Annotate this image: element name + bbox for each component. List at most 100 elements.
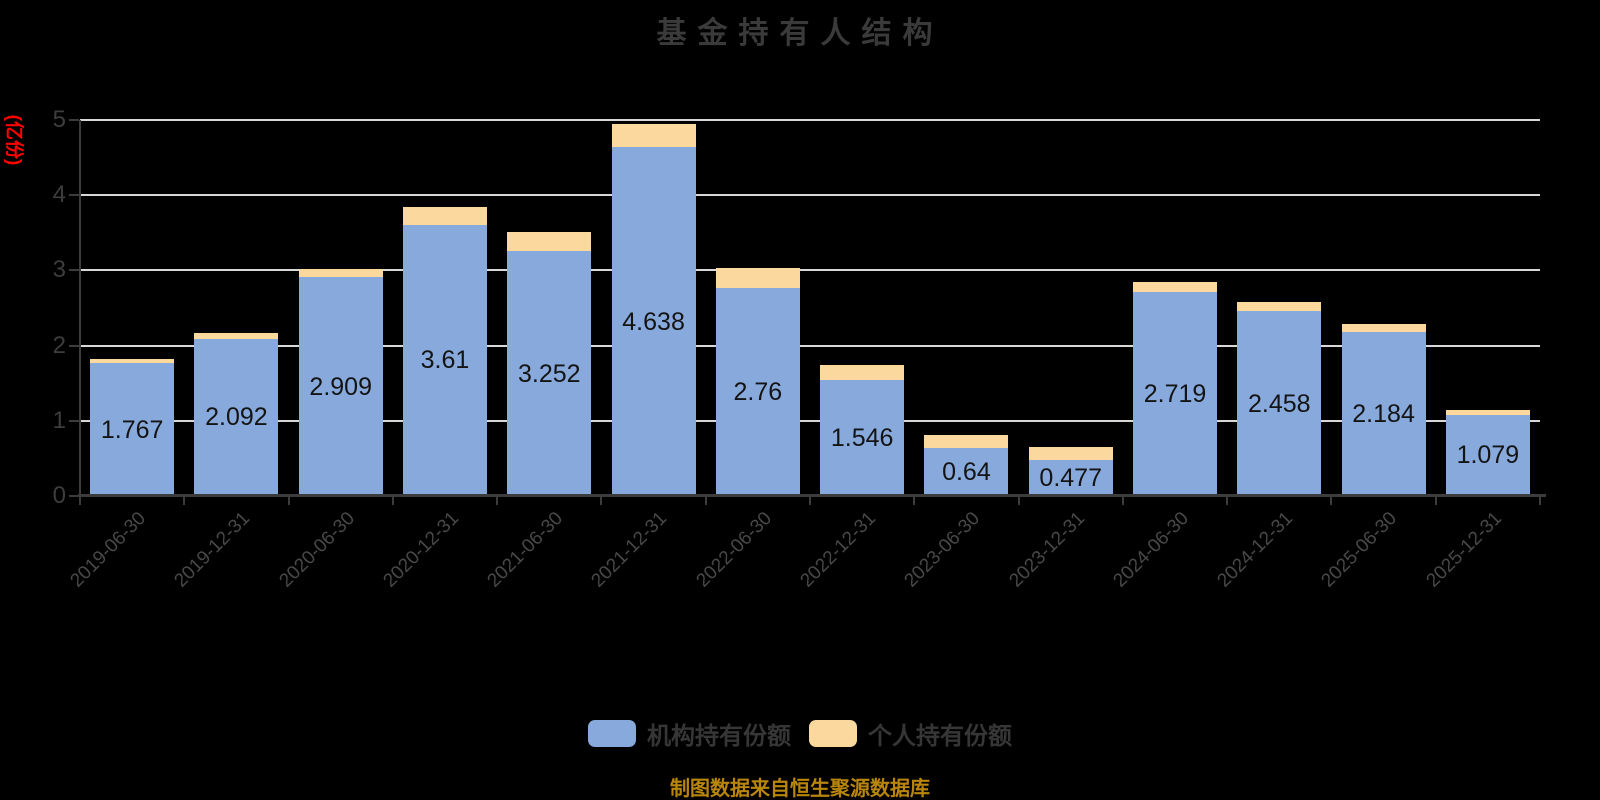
x-axis-tick	[1434, 496, 1437, 505]
y-axis-tick	[69, 495, 79, 497]
x-axis-tick	[1017, 496, 1020, 505]
gridline	[80, 194, 1540, 197]
bar-value-label: 2.719	[1143, 379, 1207, 408]
bar-value-label: 1.767	[100, 415, 164, 444]
x-axis-label: 2023-12-31	[1004, 508, 1089, 592]
bar-segment-institutional	[715, 288, 800, 496]
y-axis-tick-label: 2	[52, 331, 66, 359]
bar-value-label: 0.64	[942, 457, 991, 486]
personal-swatch-icon	[809, 720, 857, 747]
y-axis-tick-label: 0	[52, 482, 66, 509]
legend-label-institutional: 机构持有份额	[647, 723, 791, 750]
y-axis-line	[79, 120, 81, 498]
y-axis-tick	[69, 344, 79, 347]
bar-group	[820, 365, 905, 496]
bar-segment-institutional	[1237, 311, 1322, 496]
gridline	[80, 119, 1540, 121]
bar-group	[715, 268, 800, 496]
x-axis-tick	[391, 496, 394, 505]
y-axis-tick	[69, 119, 79, 121]
bar-segment-personal	[194, 332, 279, 339]
bar-value-label: 2.184	[1352, 399, 1415, 428]
bar-segment-institutional	[924, 447, 1009, 496]
legend: 机构持有份额 个人持有份额	[0, 716, 1600, 751]
bar-value-label: 0.477	[1039, 464, 1102, 493]
bar-segment-personal	[403, 207, 487, 225]
bar-group	[1341, 324, 1426, 496]
bar-segment-personal	[611, 123, 696, 148]
y-axis-tick-label: 3	[52, 256, 66, 284]
x-axis-label: 2024-12-31	[1213, 508, 1298, 592]
bar-segment-personal	[1028, 447, 1113, 461]
x-axis-label: 2021-06-30	[483, 508, 568, 592]
x-axis-tick	[1539, 496, 1541, 505]
bar-segment-personal	[1341, 324, 1426, 332]
bar-value-label: 3.252	[518, 359, 581, 388]
gridline	[80, 344, 1540, 347]
bar-segment-institutional	[1341, 331, 1426, 496]
x-axis-label: 2020-12-31	[379, 508, 463, 592]
data-source-note: 制图数据来自恒生聚源数据库	[670, 778, 930, 800]
bar-segment-institutional	[194, 338, 279, 496]
chart-title: 基金持有人结构	[656, 17, 944, 50]
bar-group	[1445, 409, 1530, 496]
bar-segment-institutional	[1133, 291, 1217, 496]
bar-value-label: 2.909	[309, 372, 372, 401]
bar-segment-institutional	[820, 379, 905, 496]
bar-segment-personal	[924, 435, 1009, 448]
bar-value-label: 2.76	[733, 378, 783, 407]
x-axis-tick	[183, 496, 186, 505]
y-axis-tick-label: 4	[52, 181, 66, 209]
y-axis-tick-label: 1	[52, 406, 66, 434]
x-axis-label: 2021-12-31	[587, 508, 672, 592]
bar-group	[403, 207, 487, 496]
bar-segment-personal	[298, 268, 383, 278]
bar-group	[507, 231, 592, 496]
y-axis-tick	[69, 419, 79, 422]
bar-segment-institutional	[507, 251, 592, 496]
bar-segment-institutional	[1028, 460, 1113, 496]
x-axis-label: 2024-06-30	[1109, 508, 1193, 592]
x-axis-tick	[809, 496, 811, 505]
bar-group	[298, 268, 383, 496]
x-axis-tick	[1226, 496, 1229, 505]
bar-segment-personal	[1237, 302, 1322, 312]
x-axis-label: 2019-12-31	[170, 508, 255, 592]
bar-segment-institutional	[611, 147, 696, 496]
bar-segment-personal	[715, 268, 800, 289]
x-axis-tick	[287, 496, 290, 505]
bar-segment-personal	[1445, 409, 1530, 415]
bar-segment-institutional	[298, 277, 383, 496]
bar-value-label: 2.458	[1248, 389, 1311, 418]
bar-value-label: 1.079	[1456, 441, 1520, 470]
legend-item-institutional: 机构持有份额	[588, 716, 791, 751]
bar-value-label: 1.546	[830, 423, 894, 452]
x-axis-tick	[1330, 496, 1333, 505]
legend-item-personal: 个人持有份额	[809, 716, 1012, 751]
bar-segment-institutional	[90, 363, 175, 496]
bar-segment-institutional	[1445, 414, 1530, 496]
x-axis-line	[78, 494, 1546, 497]
x-axis-label: 2019-06-30	[66, 508, 151, 592]
x-axis-label: 2020-06-30	[274, 508, 359, 592]
x-axis-label: 2023-06-30	[900, 508, 985, 592]
bar-segment-personal	[90, 358, 175, 364]
bar-value-label: 3.61	[420, 346, 470, 375]
bar-segment-institutional	[403, 224, 487, 496]
bar-group	[611, 123, 696, 496]
x-axis-tick	[913, 496, 916, 505]
gridline	[80, 419, 1540, 422]
y-axis-tick-label: 5	[52, 106, 66, 133]
x-axis-tick	[1121, 496, 1124, 505]
bar-group	[1028, 447, 1113, 496]
bar-value-label: 4.638	[622, 307, 685, 336]
x-axis-label: 2025-06-30	[1317, 508, 1402, 592]
x-axis-label: 2022-12-31	[796, 508, 881, 592]
bar-value-label: 2.092	[205, 403, 268, 432]
bar-segment-personal	[507, 231, 592, 252]
x-axis-tick	[79, 496, 81, 505]
y-axis-tick	[69, 194, 79, 197]
gridline	[80, 269, 1540, 272]
x-axis-tick	[600, 496, 603, 505]
